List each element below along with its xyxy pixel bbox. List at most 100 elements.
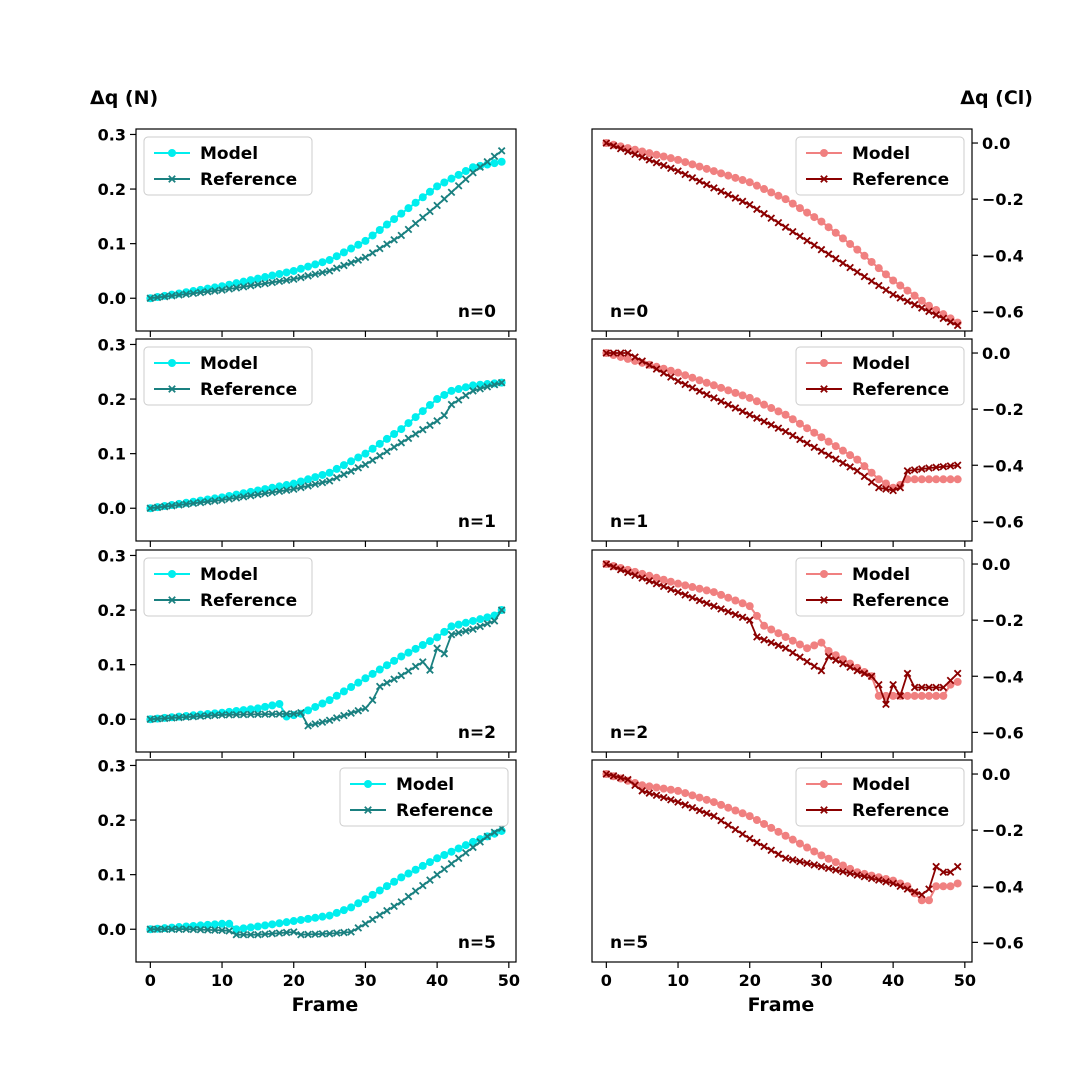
legend-label-model: Model xyxy=(200,144,258,164)
data-point-reference xyxy=(824,652,833,661)
data-point-model xyxy=(867,257,876,266)
data-point-reference xyxy=(953,862,962,871)
data-point-model xyxy=(874,475,883,484)
data-point-reference xyxy=(667,373,675,381)
data-point-reference xyxy=(304,272,312,280)
data-point-reference xyxy=(175,713,183,722)
data-point-reference xyxy=(624,147,632,156)
data-point-model xyxy=(745,178,754,187)
data-point-reference xyxy=(631,150,639,159)
data-point-model xyxy=(311,473,320,482)
data-point-reference xyxy=(490,617,499,625)
y-tick-label: −0.4 xyxy=(982,246,1024,265)
data-point-model xyxy=(889,276,898,285)
data-point-reference xyxy=(404,434,413,443)
data-point-model xyxy=(867,468,876,477)
data-point-reference xyxy=(282,486,291,495)
data-point-reference xyxy=(853,467,862,475)
panel-n-n1: 0.0 0.1 0.2 0.3 n=1 Model Reference xyxy=(98,335,517,547)
data-point-reference xyxy=(461,848,470,857)
y-tick-label: 0.3 xyxy=(98,335,126,354)
data-point-reference xyxy=(824,451,833,459)
data-point-model xyxy=(917,691,926,700)
data-point-model xyxy=(774,629,783,638)
data-point-model xyxy=(659,152,668,161)
data-point-reference xyxy=(390,235,398,244)
data-point-model xyxy=(411,644,420,653)
data-point-model xyxy=(681,158,690,167)
data-point-model xyxy=(296,264,305,273)
data-point-model xyxy=(368,444,377,453)
data-point-reference xyxy=(645,789,654,797)
data-point-reference xyxy=(717,397,725,406)
y-tick-label: −0.4 xyxy=(982,667,1024,686)
data-point-model xyxy=(282,268,291,277)
data-point-model xyxy=(468,381,477,390)
data-point-model xyxy=(917,896,926,905)
data-point-model xyxy=(924,475,933,484)
data-point-reference xyxy=(860,472,869,481)
data-point-model xyxy=(788,835,797,844)
data-point-reference xyxy=(853,871,862,879)
y-tick-label: 0.0 xyxy=(982,344,1010,363)
data-point-model xyxy=(325,911,334,920)
data-point-model xyxy=(695,584,704,593)
data-point-model xyxy=(368,669,377,678)
data-point-reference xyxy=(189,712,198,721)
data-point-reference xyxy=(282,276,291,285)
data-point-reference xyxy=(753,838,761,847)
plot-frame xyxy=(135,338,517,542)
data-point-model xyxy=(702,164,711,173)
data-point-model xyxy=(795,204,804,213)
data-point-model xyxy=(411,413,420,422)
data-point-reference xyxy=(318,718,327,726)
data-point-reference xyxy=(695,596,704,605)
data-point-reference xyxy=(932,683,940,692)
left-column-title: Δq (N) xyxy=(90,87,158,109)
data-point-reference xyxy=(418,425,427,434)
data-point-reference xyxy=(738,613,747,622)
data-point-reference xyxy=(454,181,463,190)
data-point-model xyxy=(354,899,363,908)
data-point-model xyxy=(903,691,912,700)
data-point-model xyxy=(752,611,761,620)
data-point-reference xyxy=(882,700,890,709)
legend-marker-reference xyxy=(168,596,176,604)
panel-n-n0: 0.0 0.1 0.2 0.3 n=0 Model Reference xyxy=(98,125,517,337)
data-point-model xyxy=(724,803,733,812)
data-point-model xyxy=(681,789,690,798)
data-point-model xyxy=(781,410,790,419)
data-point-reference xyxy=(910,888,919,896)
data-point-model xyxy=(382,434,391,443)
data-point-reference xyxy=(375,451,384,460)
data-point-reference xyxy=(160,714,169,723)
data-point-model xyxy=(382,661,391,670)
data-point-reference xyxy=(311,480,320,489)
data-point-reference xyxy=(631,571,639,580)
data-point-reference xyxy=(846,263,854,272)
x-tick-label: 0 xyxy=(601,971,612,990)
data-point-model xyxy=(311,913,320,922)
data-point-reference xyxy=(490,828,499,837)
y-tick-label: 0.0 xyxy=(982,555,1010,574)
data-point-model xyxy=(404,204,413,213)
data-point-reference xyxy=(767,846,776,855)
legend-box xyxy=(143,557,313,617)
data-point-model xyxy=(440,850,449,859)
data-point-reference xyxy=(616,144,625,153)
data-point-model xyxy=(246,923,255,932)
data-point-reference xyxy=(638,574,647,582)
data-point-reference xyxy=(282,928,291,937)
data-point-reference xyxy=(860,872,869,881)
data-point-reference xyxy=(304,930,312,939)
data-point-model xyxy=(454,385,463,394)
data-point-reference xyxy=(624,349,632,357)
data-point-reference xyxy=(731,194,740,202)
data-point-reference xyxy=(609,141,618,150)
data-point-model xyxy=(253,704,262,713)
data-point-reference xyxy=(246,281,255,290)
data-point-reference xyxy=(702,599,711,608)
data-point-reference xyxy=(889,290,897,299)
data-point-reference xyxy=(788,856,797,864)
legend-marker-reference xyxy=(168,175,176,183)
